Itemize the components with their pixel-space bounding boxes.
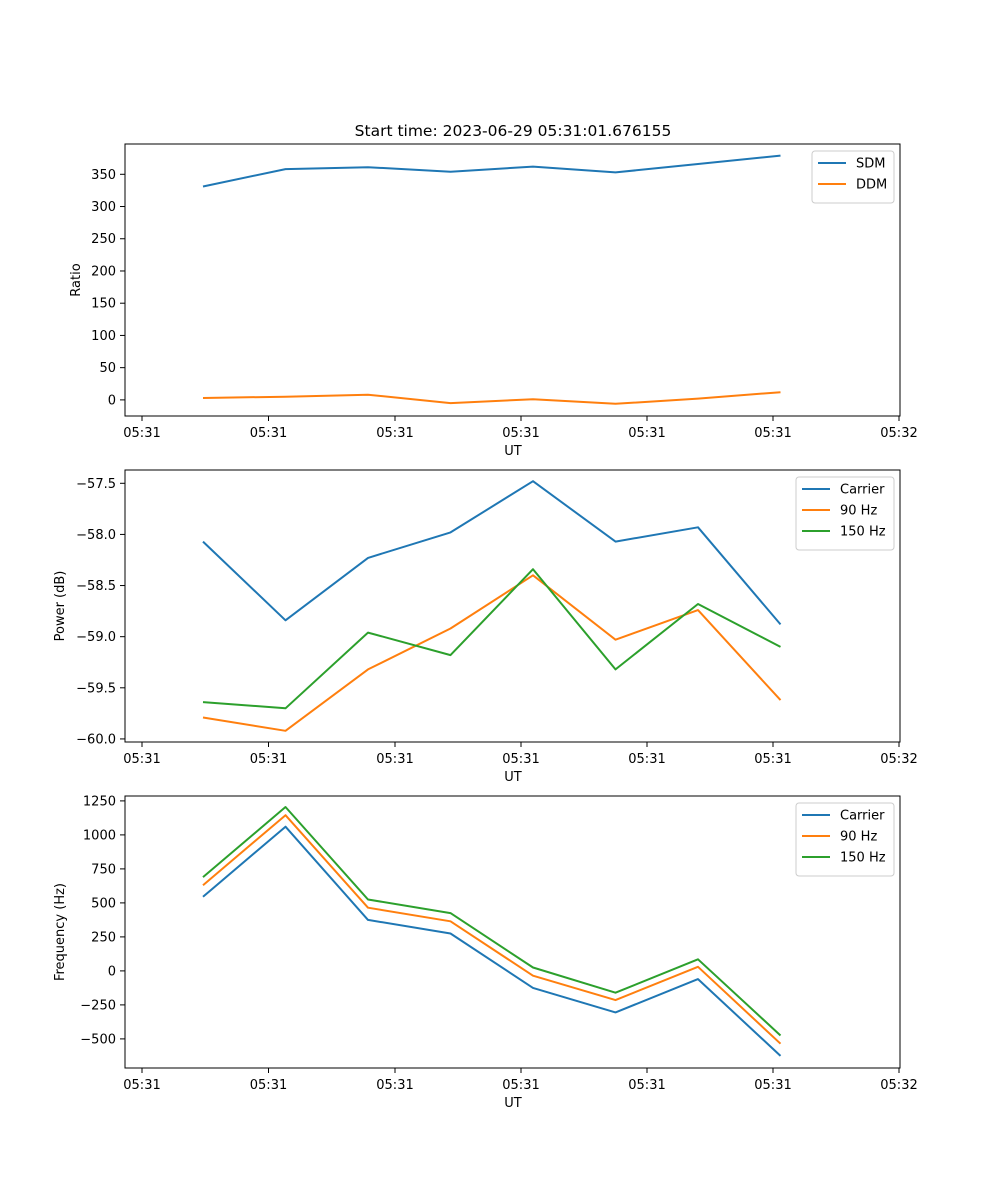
frequency-y-tick-label: 500 (91, 896, 116, 911)
ratio-y-tick-label: 50 (99, 361, 116, 376)
power-x-tick-label: 05:31 (628, 752, 665, 767)
power-axes-frame (124, 469, 901, 743)
ratio-y-tick-label: 300 (91, 200, 116, 215)
ratio-y-tick-label: 0 (108, 393, 116, 408)
ratio-x-tick-label: 05:31 (250, 426, 287, 441)
power-y-tick-label: −59.5 (76, 681, 116, 696)
power-x-axis-label: UT (504, 770, 522, 785)
frequency-x-tick-label: 05:31 (123, 1078, 160, 1093)
ratio-x-axis-label: UT (504, 444, 522, 459)
frequency-y-tick-label: 250 (91, 930, 116, 945)
power-y-tick-label: −60.0 (76, 732, 116, 747)
frequency-x-axis-label: UT (504, 1096, 522, 1111)
frequency-y-tick-label: 1000 (83, 828, 116, 843)
frequency-chart-panel: 05:31 05:31 05:31 05:31 05:31 05:31 05:32 −500 −… (53, 794, 918, 1111)
frequency-y-tick-label: 1250 (83, 794, 116, 809)
power-series-line-150-hz (202, 568, 781, 710)
frequency-legend-label: Carrier (840, 809, 885, 824)
frequency-series-line-90-hz (202, 814, 782, 1045)
ratio-y-tick-label: 250 (91, 232, 116, 247)
ratio-y-tick-label: 150 (91, 297, 116, 312)
power-y-tick-label: −58.0 (76, 528, 116, 543)
ratio-x-tick-label: 05:31 (754, 426, 791, 441)
ratio-x-tick-label: 05:31 (376, 426, 413, 441)
power-x-tick-label: 05:31 (502, 752, 539, 767)
frequency-legend: Carrier 90 Hz 150 Hz (795, 802, 895, 877)
power-y-tick-label: −57.5 (76, 477, 116, 492)
frequency-y-tick-label: 750 (91, 862, 116, 877)
frequency-x-tick-label: 05:31 (754, 1078, 791, 1093)
power-legend-label: Carrier (840, 483, 885, 498)
ratio-y-axis-label: Ratio (69, 263, 84, 296)
ratio-legend: SDM DDM (811, 150, 895, 204)
ratio-series-line-sdm (202, 154, 781, 188)
power-y-tick-label: −58.5 (76, 579, 116, 594)
power-legend: Carrier 90 Hz 150 Hz (795, 476, 895, 551)
power-x-tick-label: 05:31 (754, 752, 791, 767)
power-chart-panel: 05:31 05:31 05:31 05:31 05:31 05:31 05:32 −60.0… (53, 469, 918, 785)
frequency-axes-frame (124, 795, 901, 1069)
power-x-tick-label: 05:32 (880, 752, 917, 767)
ratio-legend-label: DDM (856, 178, 887, 193)
frequency-y-tick-label: −250 (80, 998, 116, 1013)
frequency-y-tick-label: 0 (108, 964, 116, 979)
frequency-y-axis-label: Frequency (Hz) (53, 883, 68, 981)
chart-title: Start time: 2023-06-29 05:31:01.676155 (355, 122, 672, 140)
power-x-tick-label: 05:31 (376, 752, 413, 767)
ratio-x-tick-label: 05:31 (123, 426, 160, 441)
power-x-tick-label: 05:31 (123, 752, 160, 767)
power-y-tick-label: −59.0 (76, 630, 116, 645)
frequency-y-tick-label: −500 (80, 1032, 116, 1047)
frequency-x-tick-label: 05:32 (880, 1078, 917, 1093)
power-legend-label: 90 Hz (840, 504, 877, 519)
ratio-x-tick-label: 05:31 (502, 426, 539, 441)
frequency-legend-label: 150 Hz (840, 851, 886, 866)
ratio-y-tick-label: 200 (91, 264, 116, 279)
power-series-line-carrier (202, 480, 782, 626)
ratio-chart-panel: 05:31 05:31 05:31 05:31 05:31 05:31 05:32 0 50 10… (69, 143, 918, 459)
frequency-x-tick-label: 05:31 (376, 1078, 413, 1093)
ratio-y-tick-label: 350 (91, 168, 116, 183)
ratio-legend-label: SDM (856, 157, 885, 172)
frequency-x-tick-label: 05:31 (628, 1078, 665, 1093)
power-y-axis-label: Power (dB) (53, 571, 68, 642)
frequency-legend-label: 90 Hz (840, 830, 877, 845)
ratio-axes-frame (124, 143, 901, 417)
power-x-tick-label: 05:31 (250, 752, 287, 767)
ratio-x-tick-label: 05:32 (880, 426, 917, 441)
frequency-series-line-150-hz (202, 806, 782, 1037)
ratio-series-line-ddm (202, 391, 781, 405)
frequency-x-tick-label: 05:31 (502, 1078, 539, 1093)
ratio-y-tick-label: 100 (91, 329, 116, 344)
frequency-series-line-carrier (202, 825, 782, 1057)
ratio-x-tick-label: 05:31 (628, 426, 665, 441)
frequency-x-tick-label: 05:31 (250, 1078, 287, 1093)
power-legend-label: 150 Hz (840, 525, 886, 540)
